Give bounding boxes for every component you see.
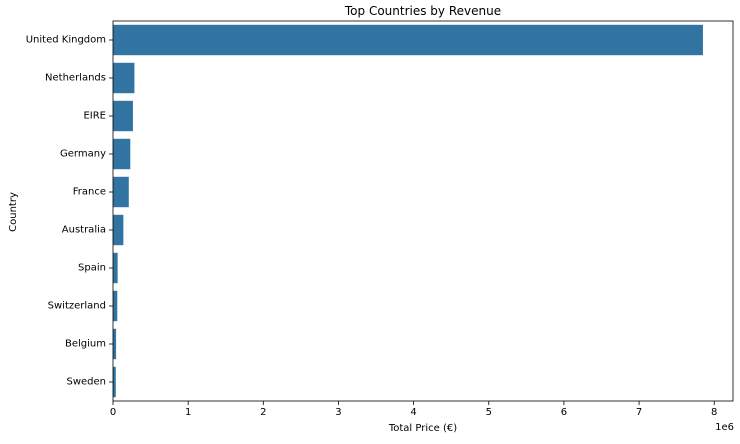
x-axis-offset-label: 1e6 (715, 422, 734, 433)
x-tick-label: 4 (410, 407, 416, 418)
bar (113, 176, 129, 208)
y-tick-label: Australia (62, 225, 106, 236)
bar (113, 290, 118, 322)
y-tick-label: Germany (60, 149, 106, 160)
x-axis-title: Total Price (€) (388, 423, 457, 434)
bar (113, 100, 133, 132)
bar (113, 214, 124, 246)
x-tick-label: 8 (711, 407, 717, 418)
y-axis-title: Country (8, 192, 19, 232)
y-tick-label: Sweden (66, 377, 106, 388)
bar (113, 366, 116, 398)
y-tick-label: Spain (78, 263, 106, 274)
bar (113, 138, 131, 170)
chart-title: Top Countries by Revenue (344, 4, 501, 18)
x-tick-label: 7 (636, 407, 642, 418)
x-tick-label: 2 (260, 407, 266, 418)
x-tick-label: 6 (561, 407, 567, 418)
bar (113, 24, 703, 56)
y-tick-label: Switzerland (48, 301, 106, 312)
y-tick-label: France (73, 187, 106, 198)
plot-area: United Kingdom Netherlands EIRE Germany Fran… (26, 20, 734, 418)
x-tick-label: 1 (185, 407, 191, 418)
bar (113, 252, 118, 284)
y-tick-label: United Kingdom (26, 35, 106, 46)
y-tick-label: EIRE (83, 111, 106, 122)
y-tick-label: Netherlands (45, 73, 106, 84)
bar (113, 62, 135, 94)
x-tick-label: 3 (335, 407, 341, 418)
x-tick-label: 5 (486, 407, 492, 418)
bar (113, 328, 117, 360)
axes-frame (112, 20, 734, 402)
x-tick-label: 0 (110, 407, 116, 418)
y-tick-label: Belgium (65, 339, 106, 350)
